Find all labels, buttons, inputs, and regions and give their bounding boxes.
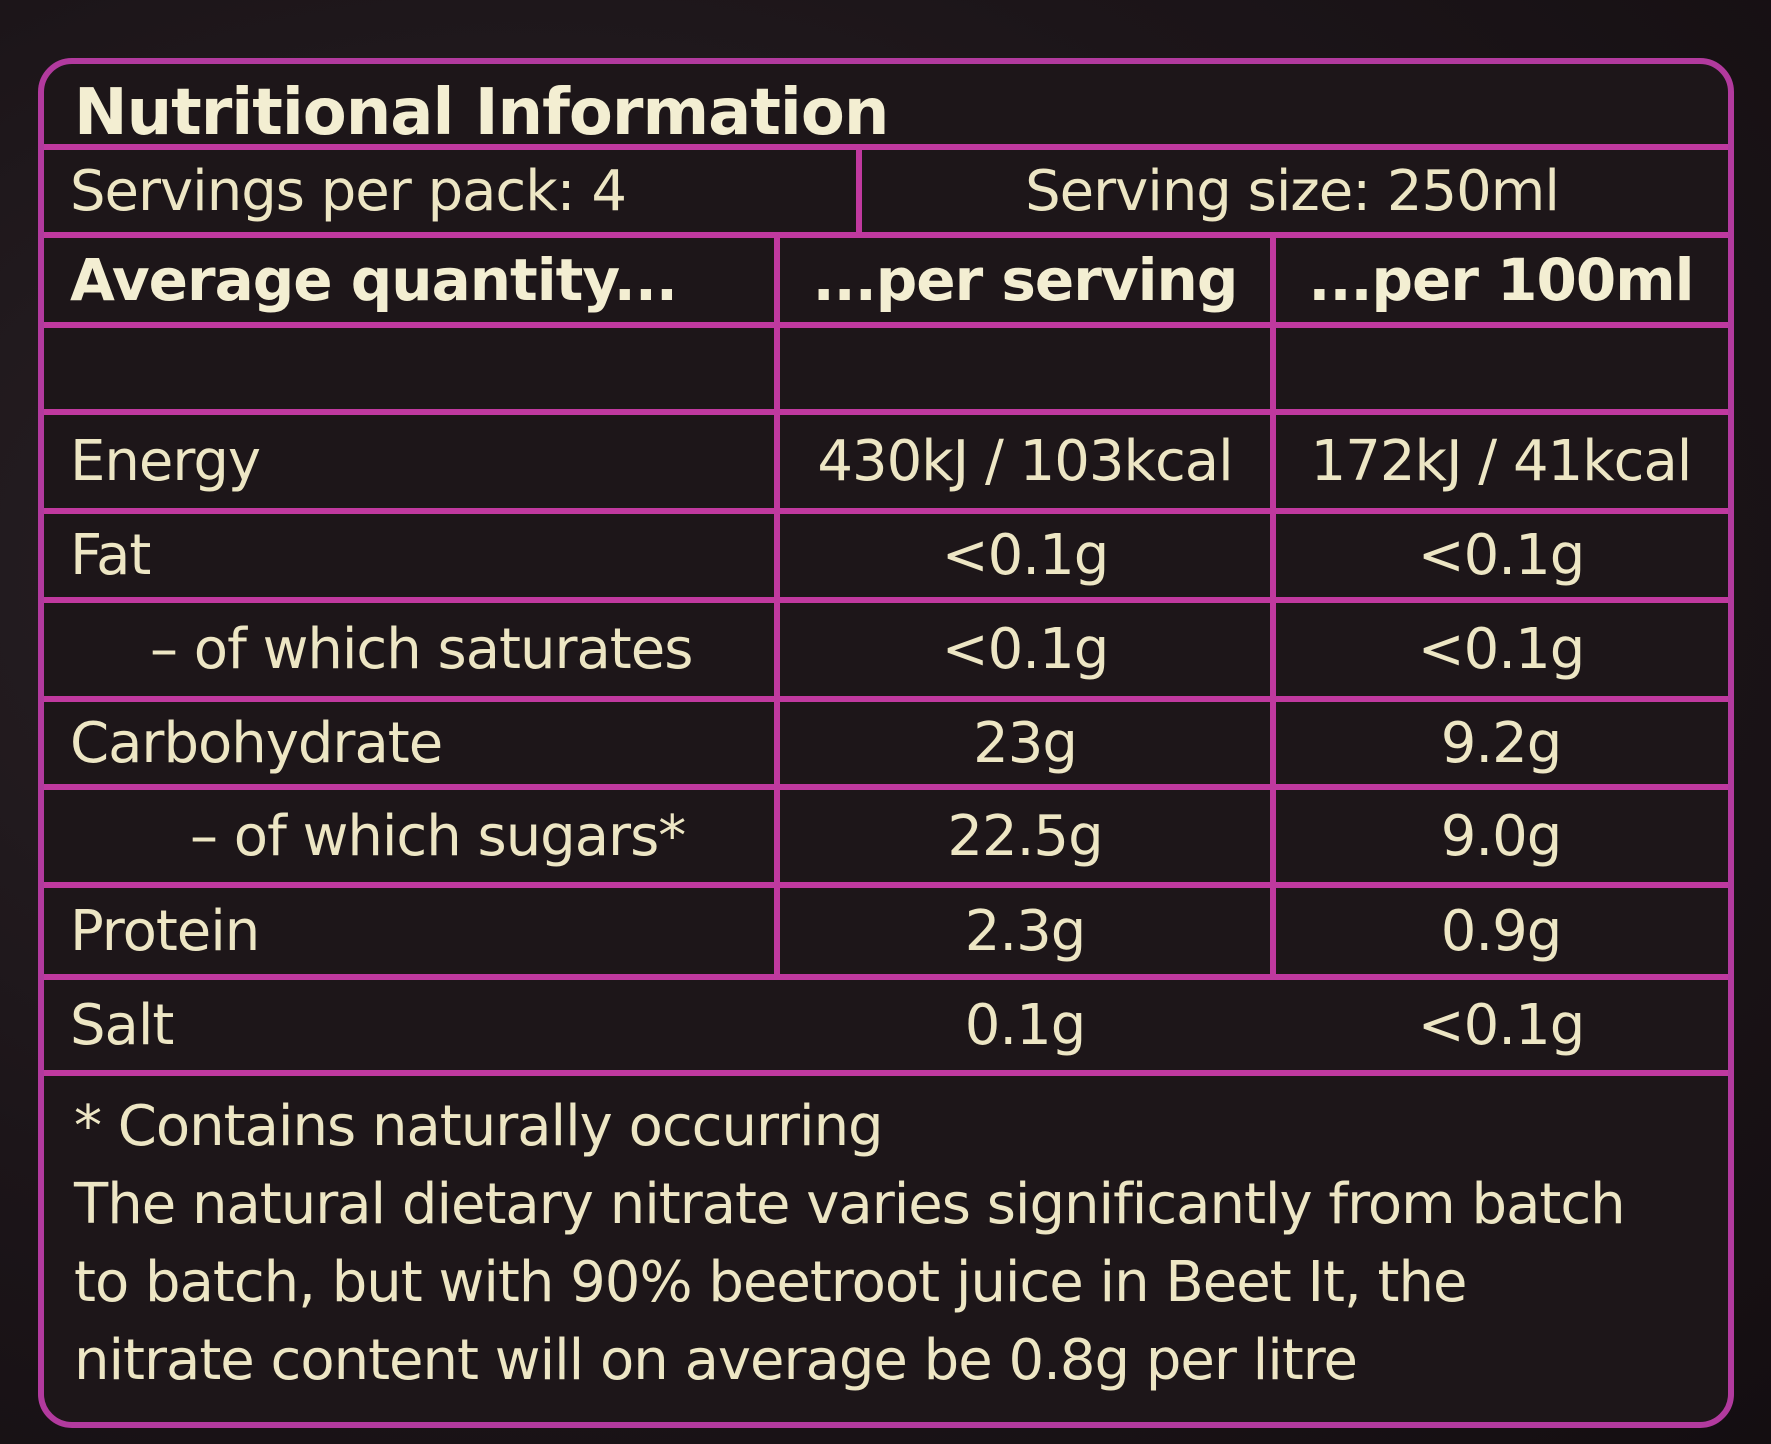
nutrient-per-serving: 2.3g <box>964 898 1087 964</box>
rule-above-footnote <box>44 1070 1728 1076</box>
rule-row-7 <box>44 974 1728 980</box>
footnote: * Contains naturally occurring The natur… <box>74 1088 1694 1400</box>
footnote-line: * Contains naturally occurring <box>74 1094 884 1159</box>
rule-under-header <box>44 322 1728 328</box>
nutrient-per-100ml: 9.0g <box>1440 803 1563 869</box>
footnote-line: nitrate content will on average be 0.8g … <box>74 1328 1358 1393</box>
rule-under-serving <box>44 232 1728 238</box>
nutrient-per-100ml: 9.2g <box>1440 710 1563 776</box>
nutrient-name: – of which sugars* <box>190 803 686 869</box>
nutrient-per-serving: <0.1g <box>941 523 1110 588</box>
rule-row-2 <box>44 508 1728 514</box>
rule-col-1 <box>774 232 780 980</box>
nutrient-per-100ml: <0.1g <box>1417 523 1586 588</box>
rule-serving-divider <box>856 144 862 238</box>
nutrient-name: Salt <box>70 992 174 1058</box>
nutrient-name: Fat <box>70 523 151 588</box>
rule-under-title <box>44 144 1728 150</box>
serving-size: Serving size: 250ml <box>1025 158 1560 224</box>
nutrient-per-serving: 23g <box>973 710 1078 776</box>
nutrient-per-100ml: <0.1g <box>1417 992 1586 1058</box>
rule-row-6 <box>44 882 1728 888</box>
footnote-line: to batch, but with 90% beetroot juice in… <box>74 1250 1467 1315</box>
header-per-100ml: ...per 100ml <box>1308 246 1694 314</box>
rule-row-4 <box>44 696 1728 702</box>
rule-col-2 <box>1270 232 1276 980</box>
nutrient-name: Energy <box>70 429 261 494</box>
header-per-serving: ...per serving <box>812 246 1239 314</box>
nutrient-per-serving: 22.5g <box>947 803 1103 869</box>
nutrient-per-serving: <0.1g <box>941 617 1110 682</box>
nutrient-per-100ml: 172kJ / 41kcal <box>1310 429 1693 494</box>
nutrient-per-100ml: 0.9g <box>1440 898 1563 964</box>
nutrient-name: Protein <box>70 898 260 964</box>
servings-per-pack: Servings per pack: 4 <box>70 158 627 224</box>
panel-title: Nutritional Information <box>74 76 889 150</box>
nutrient-per-100ml: <0.1g <box>1417 617 1586 682</box>
nutrient-name: Carbohydrate <box>70 710 443 776</box>
nutrient-per-serving: 430kJ / 103kcal <box>817 429 1233 494</box>
rule-row-3 <box>44 597 1728 603</box>
nutrient-per-serving: 0.1g <box>964 992 1087 1058</box>
nutrition-panel: Nutritional Information Servings per pac… <box>38 58 1734 1428</box>
rule-row-5 <box>44 784 1728 790</box>
nutrient-name: – of which saturates <box>150 617 693 682</box>
header-average-quantity: Average quantity... <box>70 246 678 314</box>
rule-row-1 <box>44 409 1728 415</box>
footnote-line: The natural dietary nitrate varies signi… <box>74 1172 1626 1237</box>
